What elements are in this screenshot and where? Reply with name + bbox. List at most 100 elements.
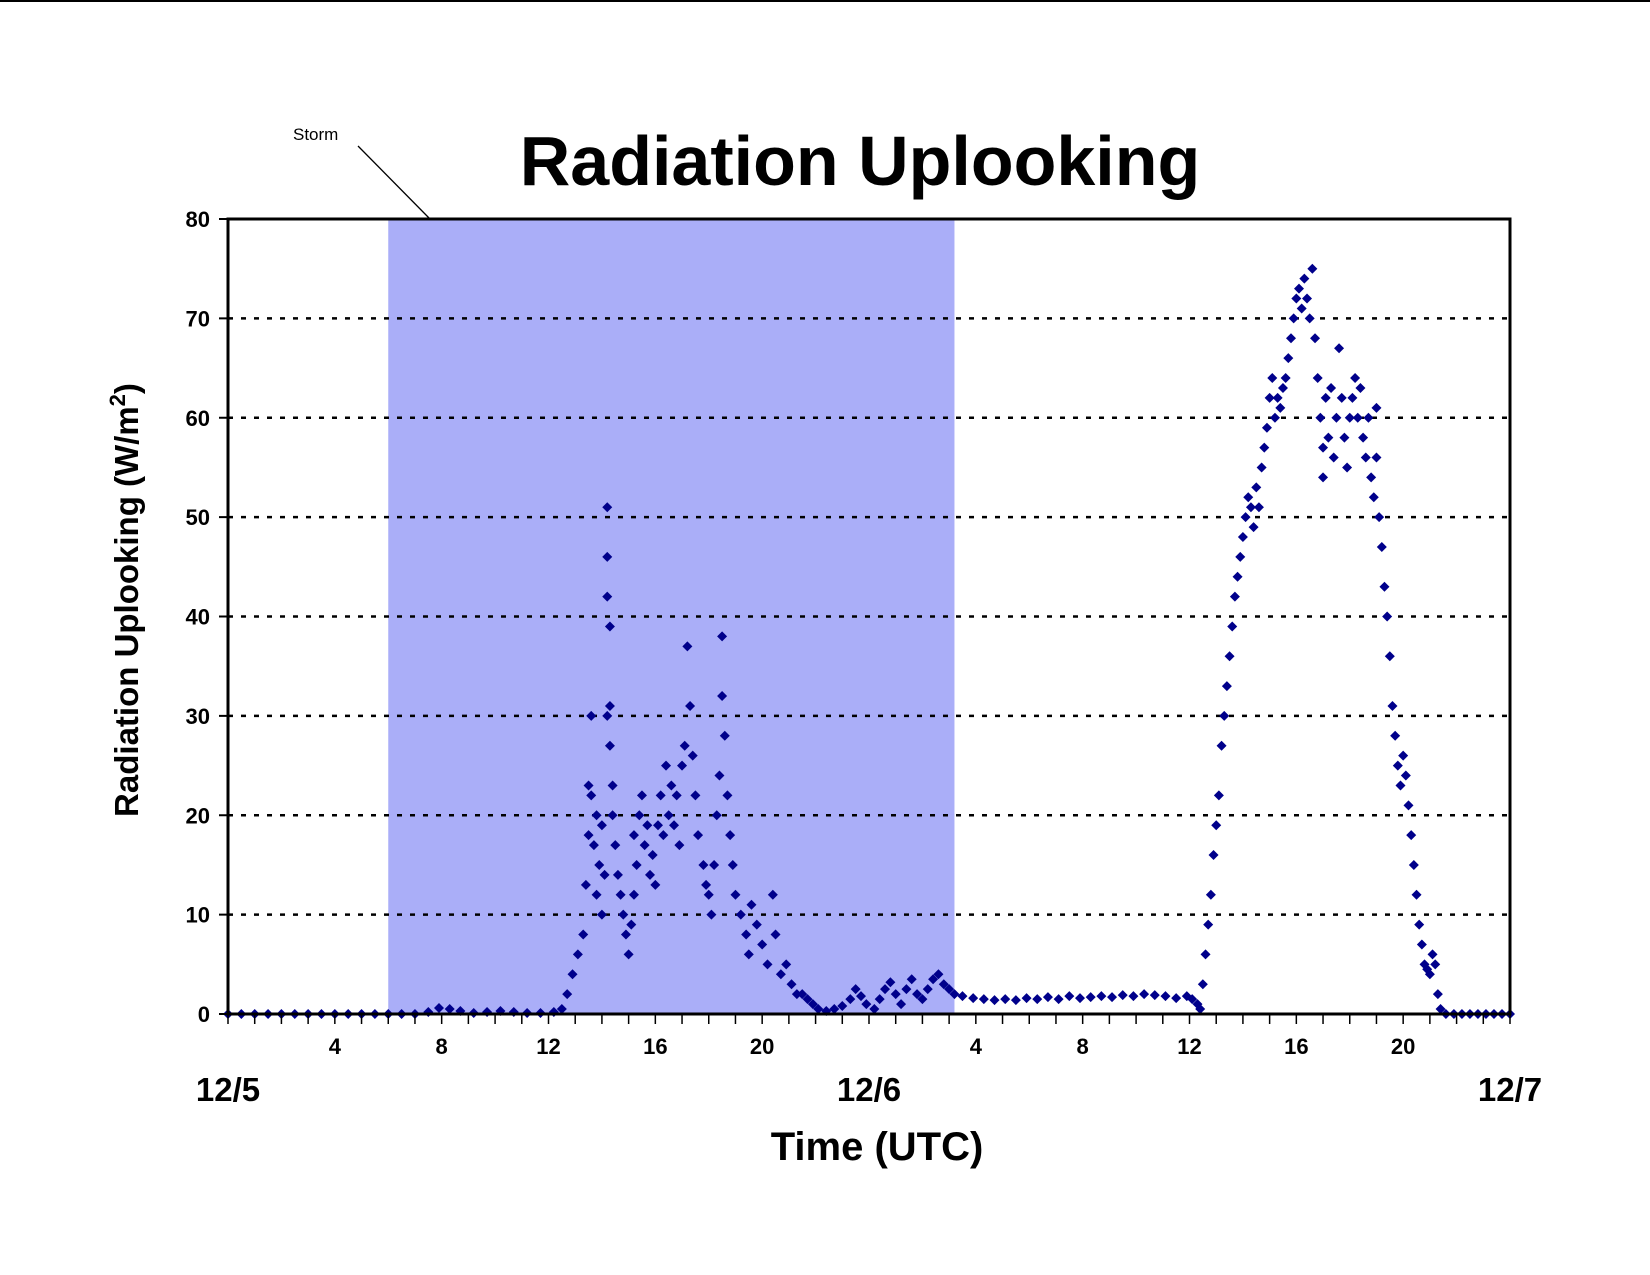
data-point — [1032, 994, 1043, 1005]
data-point — [1344, 412, 1355, 423]
data-point — [1416, 939, 1427, 950]
data-point — [1387, 700, 1398, 711]
data-point — [791, 989, 802, 1000]
data-point — [580, 879, 591, 890]
data-point — [679, 740, 690, 751]
data-point — [968, 993, 979, 1004]
data-point — [1331, 412, 1342, 423]
data-point — [671, 790, 682, 801]
data-point — [599, 869, 610, 880]
data-point — [634, 810, 645, 821]
data-point — [1379, 581, 1390, 592]
data-point — [813, 1004, 824, 1015]
data-point — [1128, 991, 1139, 1002]
data-point — [714, 770, 725, 781]
data-point — [1374, 512, 1385, 523]
data-point — [588, 840, 599, 851]
data-point — [583, 780, 594, 791]
data-point — [1342, 462, 1353, 473]
data-point — [917, 994, 928, 1005]
data-point — [1117, 990, 1128, 1001]
data-point — [596, 820, 607, 831]
data-point — [861, 999, 872, 1010]
y-axis-title-superscript: 2 — [105, 394, 130, 406]
data-point — [1371, 452, 1382, 463]
data-point — [586, 790, 597, 801]
data-point — [1304, 313, 1315, 324]
data-point — [746, 899, 757, 910]
data-point — [1398, 750, 1409, 761]
data-point — [1042, 992, 1053, 1003]
data-point — [669, 820, 680, 831]
data-point — [1366, 472, 1377, 483]
data-point — [583, 830, 594, 841]
y-tick-label: 0 — [198, 1002, 210, 1027]
data-point — [607, 810, 618, 821]
data-point — [781, 959, 792, 970]
data-point — [845, 994, 856, 1005]
data-point — [698, 859, 709, 870]
data-point — [661, 760, 672, 771]
data-point — [762, 959, 773, 970]
data-point — [719, 730, 730, 741]
data-point — [706, 909, 717, 920]
data-point — [1256, 462, 1267, 473]
data-point — [807, 999, 818, 1010]
data-point — [933, 969, 944, 980]
data-point — [711, 810, 722, 821]
data-point — [1213, 790, 1224, 801]
data-point — [1203, 919, 1214, 930]
x-tick-label: 20 — [750, 1034, 774, 1059]
data-point — [1251, 482, 1262, 493]
data-point — [949, 989, 960, 1000]
data-point — [690, 790, 701, 801]
data-point — [1277, 382, 1288, 393]
data-point — [1232, 571, 1243, 582]
x-date-label: 12/7 — [1478, 1071, 1542, 1108]
data-point — [1000, 994, 1011, 1005]
data-point — [663, 810, 674, 821]
data-point — [1227, 621, 1238, 632]
data-point — [604, 621, 615, 632]
data-point — [1318, 472, 1329, 483]
data-point — [604, 700, 615, 711]
data-point — [1085, 992, 1096, 1003]
data-point — [1382, 611, 1393, 622]
data-point — [1208, 850, 1219, 860]
data-point — [1139, 989, 1150, 1000]
data-point — [741, 929, 752, 940]
data-point — [666, 780, 677, 791]
data-point — [653, 820, 664, 831]
data-point — [1219, 710, 1230, 721]
data-point — [1414, 919, 1425, 930]
data-point — [1283, 353, 1294, 364]
data-point — [602, 502, 613, 513]
data-point — [1384, 651, 1395, 662]
data-point — [797, 989, 808, 1000]
x-tick-label: 20 — [1391, 1034, 1415, 1059]
x-date-label: 12/5 — [196, 1071, 260, 1108]
data-point — [1160, 991, 1171, 1002]
data-point — [1275, 402, 1286, 413]
data-point — [607, 780, 618, 791]
data-point — [1237, 532, 1248, 542]
x-axis-title: Time (UTC) — [771, 1125, 984, 1169]
data-point — [906, 974, 917, 985]
data-point — [944, 984, 955, 995]
data-point — [1390, 730, 1401, 741]
data-point — [802, 994, 813, 1005]
data-point — [602, 591, 613, 602]
data-point — [709, 859, 720, 870]
data-point — [685, 700, 696, 711]
data-point — [829, 1004, 840, 1015]
data-point — [1355, 382, 1366, 393]
y-tick-label: 20 — [186, 803, 210, 828]
y-tick-label: 30 — [186, 704, 210, 729]
data-point — [1280, 373, 1291, 383]
data-point — [631, 859, 642, 870]
data-point — [1315, 412, 1326, 423]
data-point — [674, 840, 685, 851]
data-point — [775, 969, 786, 980]
data-point — [1195, 1004, 1206, 1015]
